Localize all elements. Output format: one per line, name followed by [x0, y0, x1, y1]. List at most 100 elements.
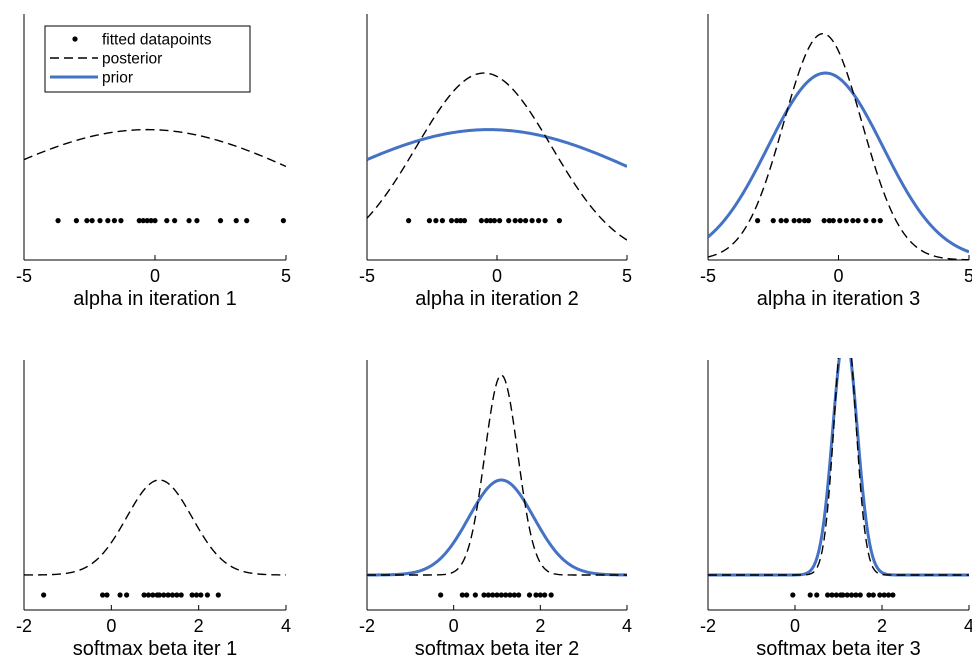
datapoint — [850, 218, 856, 224]
legend-label: fitted datapoints — [102, 32, 212, 49]
prior-curve — [708, 71, 969, 254]
datapoint — [186, 218, 192, 224]
datapoint — [461, 218, 468, 224]
x-tick-label: 5 — [622, 266, 632, 286]
posterior-curve — [708, 358, 969, 576]
datapoint — [459, 592, 465, 598]
x-tick-label: 2 — [194, 616, 204, 636]
datapoint — [791, 218, 797, 224]
datapoint — [433, 218, 439, 224]
legend-box — [44, 25, 251, 93]
datapoint — [178, 592, 184, 598]
datapoint — [426, 218, 432, 224]
plot-area — [708, 33, 969, 260]
x-tick-label: 5 — [281, 266, 291, 286]
datapoint — [542, 218, 548, 224]
x-tick-label: 2 — [535, 616, 545, 636]
prior-curve — [367, 478, 627, 577]
datapoint — [484, 218, 490, 224]
datapoint — [770, 218, 776, 224]
x-tick-label: -2 — [359, 616, 375, 636]
datapoint — [783, 218, 789, 224]
datapoint — [41, 592, 47, 598]
datapoint — [193, 592, 200, 598]
datapoint — [844, 592, 850, 598]
datapoint — [890, 592, 896, 598]
plots-group: -5 0 5 alpha in iteration 1 fitted datapoint… — [16, 14, 972, 660]
datapoint — [217, 218, 224, 224]
datapoint — [472, 592, 478, 598]
datapoint — [117, 592, 123, 598]
datapoint — [866, 592, 872, 598]
x-tick-label: 0 — [790, 616, 800, 636]
datapoint — [438, 592, 444, 598]
subplot-4: -2 0 2 4 softmax beta iter 1 — [16, 360, 291, 660]
datapoint — [829, 592, 835, 598]
datapoint — [458, 218, 464, 224]
legend: fitted datapoints posterior prior — [44, 25, 251, 93]
datapoint — [830, 218, 836, 224]
datapoint — [244, 218, 250, 224]
datapoint — [100, 592, 106, 598]
x-tick-label: 0 — [150, 266, 160, 286]
datapoint — [215, 592, 221, 598]
datapoint — [833, 592, 839, 598]
datapoint — [857, 592, 863, 598]
datapoint — [233, 218, 239, 224]
datapoint — [152, 218, 158, 224]
datapoint — [111, 218, 117, 224]
legend-label: posterior — [102, 51, 162, 68]
plot-area — [708, 358, 969, 577]
datapoint — [172, 218, 178, 224]
datapoint — [148, 218, 154, 224]
datapoint — [494, 592, 500, 598]
datapoint — [490, 592, 496, 598]
datapoint — [807, 592, 813, 598]
datapoint — [556, 218, 563, 224]
datapoint — [97, 218, 103, 224]
datapoint — [821, 218, 827, 224]
subplot-2: -5 0 5 alpha in iteration 2 — [359, 14, 632, 310]
datapoint — [487, 218, 494, 224]
x-axis-label: softmax beta iter 3 — [756, 638, 921, 660]
datapoint — [491, 218, 497, 224]
x-axis-label: softmax beta iter 1 — [73, 638, 238, 660]
datapoint — [877, 218, 883, 224]
x-tick-label: -5 — [16, 266, 32, 286]
x-axis-label: alpha in iteration 2 — [415, 288, 578, 310]
datapoint — [523, 218, 529, 224]
datapoint — [478, 218, 484, 224]
datapoint — [141, 592, 147, 598]
posterior-curve — [708, 33, 969, 260]
posterior-curve — [367, 72, 627, 241]
datapoint — [169, 592, 176, 598]
x-tick-label: -5 — [359, 266, 375, 286]
x-tick-label: 4 — [964, 616, 972, 636]
x-tick-label: 5 — [964, 266, 972, 286]
datapoint — [164, 218, 170, 224]
datapoint — [837, 218, 843, 224]
datapoint — [280, 218, 286, 224]
datapoint — [790, 592, 796, 598]
datapoint — [863, 218, 869, 224]
datapoint — [124, 592, 130, 598]
plot-area — [367, 72, 627, 241]
datapoint — [512, 218, 518, 224]
datapoint — [516, 592, 522, 598]
datapoint — [796, 218, 802, 224]
datapoint — [104, 592, 110, 598]
datapoint — [526, 592, 533, 598]
datapoint — [161, 592, 167, 598]
datapoint — [84, 218, 90, 224]
datapoint — [542, 592, 548, 598]
datapoint — [506, 218, 512, 224]
datapoint — [189, 592, 195, 598]
datapoint — [871, 218, 877, 224]
prior-curve — [367, 128, 627, 168]
datapoint — [877, 592, 883, 598]
datapoint — [536, 218, 542, 224]
datapoint — [136, 218, 142, 224]
prior-curve — [708, 358, 969, 577]
x-tick-label: 4 — [622, 616, 632, 636]
